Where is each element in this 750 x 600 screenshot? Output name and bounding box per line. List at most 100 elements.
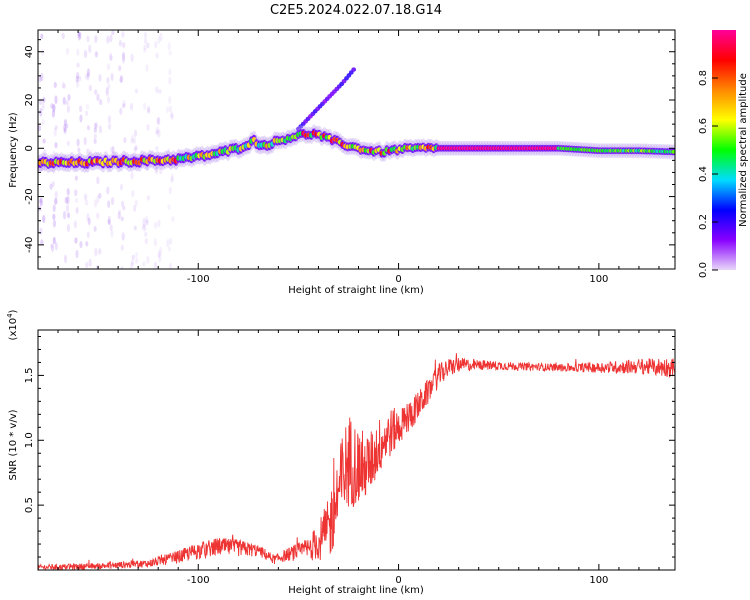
heatmap-speckle: [106, 96, 111, 104]
heatmap-speckle: [41, 102, 45, 111]
heatmap-speckle: [134, 88, 139, 94]
heatmap-speckle: [133, 204, 137, 212]
heatmap-speckle: [168, 50, 172, 56]
heatmap-speckle: [130, 134, 135, 143]
heatmap-axes: -100 0 100 -40 -20 0 20 40: [24, 30, 675, 285]
heatmap-speckle: [170, 175, 174, 184]
heatmap-speckle: [106, 186, 110, 195]
heatmap-speckle: [86, 68, 91, 77]
heatmap-speckle: [98, 125, 103, 134]
heatmap-speckle: [167, 246, 172, 252]
heatmap-speckle: [65, 204, 70, 213]
heatmap-speckle: [99, 99, 103, 106]
heatmap-speckle: [86, 72, 90, 81]
heatmap-speckle: [121, 51, 126, 57]
heatmap-speckle: [109, 52, 113, 61]
heatmap-speckle: [63, 127, 67, 135]
heatmap-speckle: [142, 261, 146, 267]
heatmap-speckle: [122, 103, 126, 109]
colorbar-scale: [712, 30, 736, 270]
heatmap-speckle: [66, 187, 70, 196]
heatmap-speckle: [78, 75, 82, 82]
heatmap-speckle: [145, 64, 149, 72]
heatmap-speckle: [76, 71, 80, 80]
heatmap-speckle: [83, 136, 87, 146]
heatmap-speckle: [119, 76, 123, 83]
heatmap-speckle: [165, 106, 170, 114]
heatmap-speckle: [135, 257, 139, 264]
heatmap-speckle: [83, 49, 88, 59]
heatmap-speckle: [93, 138, 97, 144]
heatmap-speckle: [85, 261, 89, 269]
heatmap-speckle: [98, 73, 102, 82]
heatmap-core: [671, 149, 675, 154]
heatmap-speckle: [38, 124, 42, 132]
heatmap-speckle: [54, 198, 58, 205]
heatmap-speckle: [75, 207, 79, 214]
heatmap-speckle: [42, 214, 46, 224]
heatmap-speckle: [157, 129, 161, 138]
heatmap-speckle: [65, 100, 69, 106]
heatmap-speckle: [159, 167, 163, 175]
heatmap-speckle: [158, 89, 162, 95]
heatmap-speckle: [52, 104, 56, 113]
x-tick-label: 0: [395, 575, 401, 586]
heatmap-speckle: [146, 124, 150, 131]
heatmap-speckle: [76, 79, 80, 89]
heatmap-speckle: [130, 53, 134, 63]
heatmap-speckle: [96, 93, 100, 102]
heatmap-speckle: [154, 167, 158, 175]
heatmap-speckle: [85, 104, 90, 110]
colorbar-ticks: 0.0 0.2 0.4 0.6 0.8: [698, 70, 718, 278]
heatmap-speckle: [144, 231, 148, 237]
heatmap-speckle: [143, 102, 147, 111]
heatmap-y-axis-label: Frequency (Hz): [8, 112, 19, 188]
y-tick-label: 0: [24, 145, 35, 151]
colorbar-tick-label: 0.6: [698, 118, 709, 134]
heatmap-speckle: [40, 33, 44, 40]
heatmap-speckle: [146, 105, 151, 113]
colorbar-tick-label: 0.2: [698, 214, 709, 230]
heatmap-speckle: [50, 243, 54, 249]
heatmap-speckle: [67, 94, 71, 101]
heatmap-speckle: [62, 83, 66, 89]
heatmap-speckle: [170, 173, 174, 182]
heatmap-speckle: [111, 30, 115, 36]
heatmap-speckle: [107, 218, 111, 226]
heatmap-speckle: [122, 42, 126, 49]
heatmap-speckle: [106, 77, 110, 84]
x-tick-label: 0: [395, 274, 401, 285]
heatmap-speckle: [54, 241, 58, 251]
heatmap-speckle: [108, 123, 112, 130]
heatmap-speckle: [130, 259, 135, 266]
multiplier-base: (x10: [8, 318, 19, 341]
heatmap-speckle: [120, 216, 124, 222]
heatmap-speckle: [109, 146, 114, 153]
heatmap-speckle: [65, 123, 69, 129]
heatmap-speckle: [141, 224, 146, 231]
heatmap-speckle: [79, 105, 83, 113]
heatmap-speckle: [74, 175, 78, 181]
heatmap-speckle: [78, 31, 82, 40]
heatmap-speckle: [155, 129, 159, 136]
heatmap-speckle: [93, 127, 97, 133]
heatmap-speckle: [86, 125, 91, 131]
line-y-multiplier: (x104): [6, 309, 19, 340]
heatmap-speckle: [119, 183, 124, 191]
heatmap-speckle: [133, 129, 138, 138]
heatmap-speckle: [134, 199, 138, 207]
heatmap-speckle: [107, 200, 111, 208]
heatmap-speckle: [41, 48, 45, 57]
heatmap-speckle: [52, 236, 56, 245]
heatmap-speckle: [155, 52, 159, 59]
colorbar-tick-label: 0.8: [698, 70, 709, 86]
heatmap-speckle: [121, 232, 125, 241]
heatmap-speckle: [133, 225, 137, 231]
y-tick-label: 20: [24, 94, 35, 107]
heatmap-speckle: [38, 76, 42, 83]
heatmap-speckle: [146, 42, 150, 49]
heatmap-speckle: [168, 76, 172, 85]
heatmap-speckle: [107, 215, 111, 225]
line-frame: [37, 329, 676, 571]
heatmap-speckle: [61, 81, 65, 89]
